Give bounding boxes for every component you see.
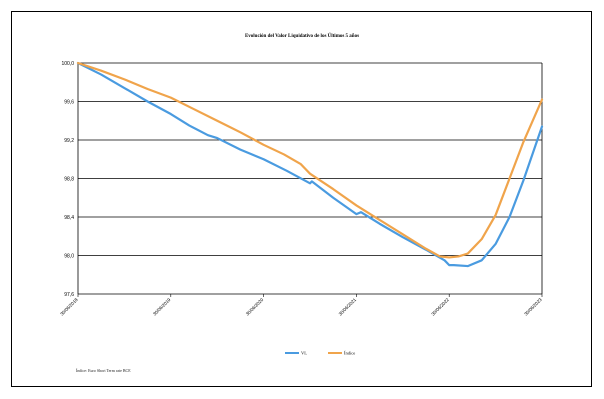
- chart-title: Evolución del Valor Liquidativo de los Ú…: [245, 33, 359, 39]
- line-chart: Evolución del Valor Liquidativo de los Ú…: [59, 33, 544, 356]
- x-axis-ticks: 30/06/2018 30/06/2019 30/06/2020 30/06/2021…: [59, 294, 543, 317]
- footnote: Índice: Euro Short Term rate BCE: [76, 368, 131, 373]
- y-tick-label: 99,6: [64, 99, 74, 105]
- y-tick-label: 97,6: [64, 292, 74, 298]
- legend-label: Índice: [344, 351, 355, 356]
- x-tick-label: 30/06/2021: [338, 297, 358, 317]
- y-tick-label: 98,4: [64, 215, 74, 221]
- y-tick-label: 100,0: [61, 61, 74, 67]
- x-tick-label: 30/06/2018: [59, 297, 79, 317]
- x-tick-label: 30/06/2019: [152, 297, 172, 317]
- series-line-indice: [76, 61, 544, 259]
- x-tick-label: 30/06/2022: [430, 297, 450, 317]
- y-tick-label: 99,2: [64, 138, 74, 144]
- legend: VL Índice: [285, 351, 355, 356]
- series-line-vl: [76, 61, 544, 268]
- legend-label: VL: [301, 351, 307, 356]
- y-axis-ticks: 97,6 98,0 98,4 98,8 99,2 99,6 100,0: [61, 61, 74, 298]
- grid-lines: [77, 62, 543, 295]
- x-tick-label: 30/06/2020: [245, 297, 265, 317]
- x-tick-label: 30/06/2023: [523, 297, 543, 317]
- y-tick-label: 98,8: [64, 176, 74, 182]
- y-tick-label: 98,0: [64, 253, 74, 259]
- chart-frame: Evolución del Valor Liquidativo de los Ú…: [11, 11, 592, 387]
- series-lines: [76, 61, 544, 268]
